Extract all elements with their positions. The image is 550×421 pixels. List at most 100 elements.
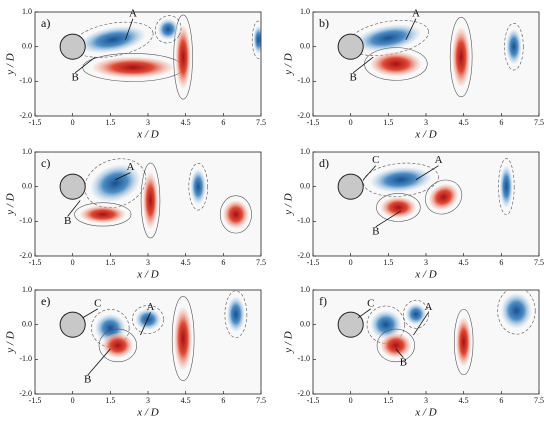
x-axis-label: x / D [414, 407, 436, 419]
x-tick-label: 6 [221, 118, 225, 127]
contour [91, 309, 130, 348]
vortex [506, 29, 522, 64]
contour [363, 162, 439, 197]
panel-label: f) [319, 294, 327, 308]
leader-line [362, 165, 377, 180]
cylinder [59, 33, 86, 60]
annotation: B [372, 225, 379, 237]
vortex [370, 310, 401, 339]
contour [403, 299, 429, 329]
vortex [80, 26, 146, 53]
y-tick-label: -1.0 [19, 216, 32, 225]
x-tick-label: -1.5 [29, 118, 42, 127]
x-axis-label: x / D [136, 407, 158, 419]
vortex [227, 296, 245, 332]
y-tick-label: -2.0 [297, 111, 310, 120]
x-tick-label: 6 [499, 118, 503, 127]
annotation: B [72, 71, 79, 83]
x-tick-label: 1.5 [383, 258, 393, 267]
annotation: B [84, 374, 91, 386]
x-tick-label: 7.5 [256, 396, 266, 405]
contour [449, 16, 473, 98]
x-tick-label: 0 [71, 396, 75, 405]
contour [72, 21, 154, 58]
contour [84, 158, 147, 208]
panel-label: e) [41, 294, 50, 308]
panel: -1.5 0 1.5 3 4.5 6 7.5 1.0 0.0 -1.0 -2.0 x / D y / D… [283, 7, 544, 141]
contour [425, 179, 463, 215]
contour [504, 22, 524, 71]
x-axis-label: x / D [414, 129, 436, 141]
y-tick-label: -2.0 [19, 111, 32, 120]
y-tick-label: 0.0 [22, 319, 32, 328]
x-tick-label: 7.5 [256, 258, 266, 267]
x-tick-label: -1.5 [29, 396, 42, 405]
panel-label: c) [41, 156, 50, 170]
vortex [80, 205, 126, 224]
field [337, 158, 515, 222]
contour [366, 305, 405, 344]
x-tick-label: 4.5 [459, 396, 469, 405]
y-tick-label: -1.0 [19, 76, 32, 85]
y-tick-label: 0.0 [300, 41, 310, 50]
y-tick-label: -2.0 [297, 389, 310, 398]
y-tick-label: 1.0 [300, 285, 310, 294]
leader-line [74, 56, 96, 74]
x-tick-label: 1.5 [383, 396, 393, 405]
contour [154, 15, 182, 44]
y-tick-label: 0.0 [22, 41, 32, 50]
vortex [356, 24, 421, 52]
x-tick-label: 7.5 [534, 396, 544, 405]
y-tick-label: 0.0 [22, 181, 32, 190]
contour [219, 195, 252, 234]
vortex [190, 169, 206, 205]
y-tick-label: 1.0 [22, 147, 32, 156]
panel: -1.5 0 1.5 3 4.5 6 7.5 1.0 0.0 -1.0 -2.0 x / D y / D… [283, 285, 544, 419]
x-tick-label: 6 [499, 396, 503, 405]
contour [498, 158, 515, 216]
contour [171, 296, 195, 381]
field [59, 290, 248, 381]
y-axis-label: y / D [283, 193, 295, 215]
panel: -1.5 0 1.5 3 4.5 6 7.5 1.0 0.0 -1.0 -2.0 x / D y / D… [5, 7, 266, 141]
x-tick-label: 7.5 [256, 118, 266, 127]
leader-line [115, 172, 131, 181]
x-tick-label: 1.5 [105, 396, 115, 405]
y-tick-label: 1.0 [22, 285, 32, 294]
contour [132, 305, 164, 334]
annotation: A [412, 7, 420, 19]
cylinder [337, 311, 364, 338]
y-tick-label: -2.0 [19, 251, 32, 260]
contour [376, 328, 415, 363]
panel: -1.5 0 1.5 3 4.5 6 7.5 1.0 0.0 -1.0 -2.0 x / D y / D… [5, 147, 266, 281]
y-tick-label: -1.0 [19, 354, 32, 363]
y-tick-label: -2.0 [297, 251, 310, 260]
vortex [175, 25, 191, 89]
leader-line [352, 56, 374, 74]
y-tick-label: 1.0 [300, 7, 310, 16]
vortex [370, 167, 431, 193]
x-tick-label: 3 [146, 258, 150, 267]
vortex [253, 25, 261, 54]
panel-label: b) [319, 16, 329, 30]
cylinder [337, 173, 364, 200]
x-axis-label: x / D [414, 269, 436, 281]
contour [376, 193, 421, 222]
y-axis-label: y / D [283, 331, 295, 353]
x-tick-label: 4.5 [181, 396, 191, 405]
leader-line [87, 348, 111, 376]
leader-line [82, 308, 98, 319]
annotation: A [435, 154, 443, 166]
vortex [405, 303, 427, 325]
field [59, 158, 252, 239]
x-tick-label: 6 [221, 396, 225, 405]
vortex [456, 317, 472, 367]
cylinder [59, 311, 86, 338]
x-axis-label: x / D [136, 269, 158, 281]
y-tick-label: -1.0 [297, 216, 310, 225]
x-tick-label: 1.5 [105, 258, 115, 267]
contour [453, 308, 474, 376]
y-tick-label: -1.0 [297, 354, 310, 363]
x-tick-label: 0 [71, 258, 75, 267]
vortex [380, 197, 416, 218]
